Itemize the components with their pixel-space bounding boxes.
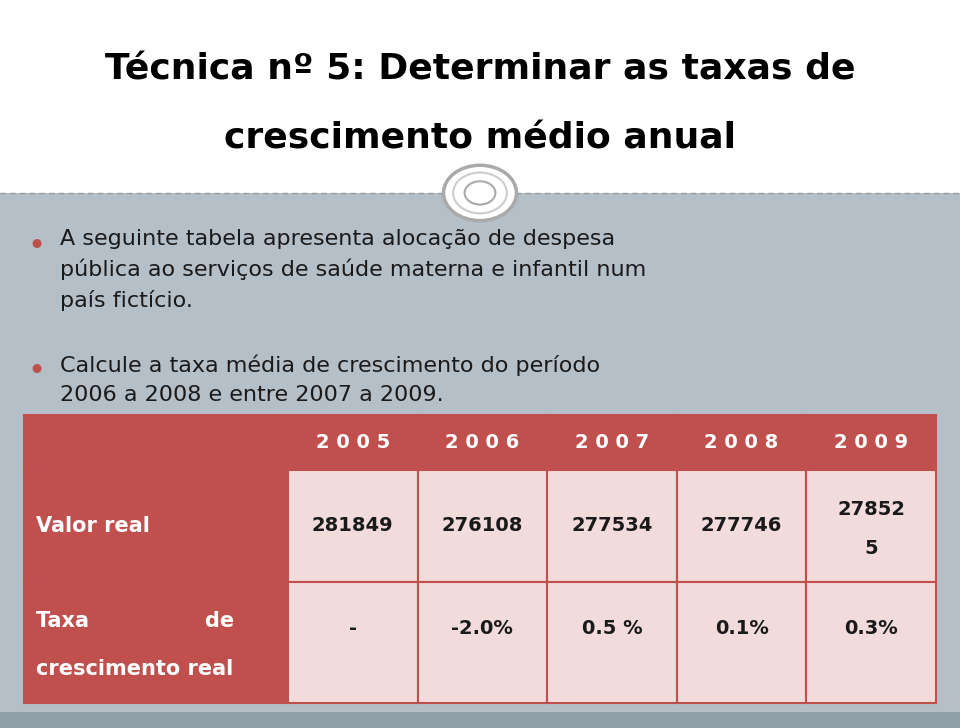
Circle shape: [465, 181, 495, 205]
Bar: [806, 582, 936, 703]
Text: •: •: [28, 357, 45, 386]
Text: 2 0 0 6: 2 0 0 6: [445, 432, 519, 452]
Bar: [418, 415, 547, 470]
Text: Técnica nº 5: Determinar as taxas de: Técnica nº 5: Determinar as taxas de: [105, 52, 855, 86]
Bar: [24, 415, 288, 470]
Bar: [547, 415, 677, 470]
Bar: [0, 712, 960, 728]
Bar: [24, 470, 288, 582]
Bar: [288, 415, 418, 470]
Bar: [677, 582, 806, 703]
Text: 2 0 0 7: 2 0 0 7: [575, 432, 649, 452]
Text: 0.3%: 0.3%: [845, 619, 898, 638]
Text: 276108: 276108: [442, 516, 523, 536]
Circle shape: [444, 165, 516, 221]
Text: 2 0 0 5: 2 0 0 5: [316, 432, 390, 452]
Bar: [288, 582, 418, 703]
Text: -: -: [348, 619, 357, 638]
Text: crescimento real: crescimento real: [36, 659, 232, 679]
Bar: [806, 470, 936, 582]
Text: 0.1%: 0.1%: [714, 619, 769, 638]
Text: A seguinte tabela apresenta alocação de despesa
pública ao serviços de saúde mat: A seguinte tabela apresenta alocação de …: [60, 229, 647, 311]
Bar: [24, 582, 288, 703]
Text: Calcule a taxa média de crescimento do período
2006 a 2008 e entre 2007 a 2009.: Calcule a taxa média de crescimento do p…: [60, 355, 601, 405]
Bar: [0, 0, 960, 193]
Text: Valor real: Valor real: [36, 516, 150, 536]
Text: 5: 5: [864, 539, 878, 558]
Bar: [418, 582, 547, 703]
Bar: [418, 470, 547, 582]
Bar: [288, 470, 418, 582]
Bar: [677, 470, 806, 582]
Text: crescimento médio anual: crescimento médio anual: [224, 122, 736, 155]
Text: •: •: [28, 232, 45, 261]
Bar: [677, 415, 806, 470]
Text: 2 0 0 9: 2 0 0 9: [834, 432, 908, 452]
Text: 2 0 0 8: 2 0 0 8: [705, 432, 779, 452]
Text: 0.5 %: 0.5 %: [582, 619, 642, 638]
Bar: [547, 582, 677, 703]
Text: -2.0%: -2.0%: [451, 619, 514, 638]
Circle shape: [453, 173, 507, 213]
Text: 277534: 277534: [571, 516, 653, 536]
Text: 27852: 27852: [837, 499, 905, 518]
Bar: [547, 470, 677, 582]
Text: Taxa                de: Taxa de: [36, 611, 233, 631]
Text: 281849: 281849: [312, 516, 394, 536]
Bar: [806, 415, 936, 470]
Text: 277746: 277746: [701, 516, 782, 536]
